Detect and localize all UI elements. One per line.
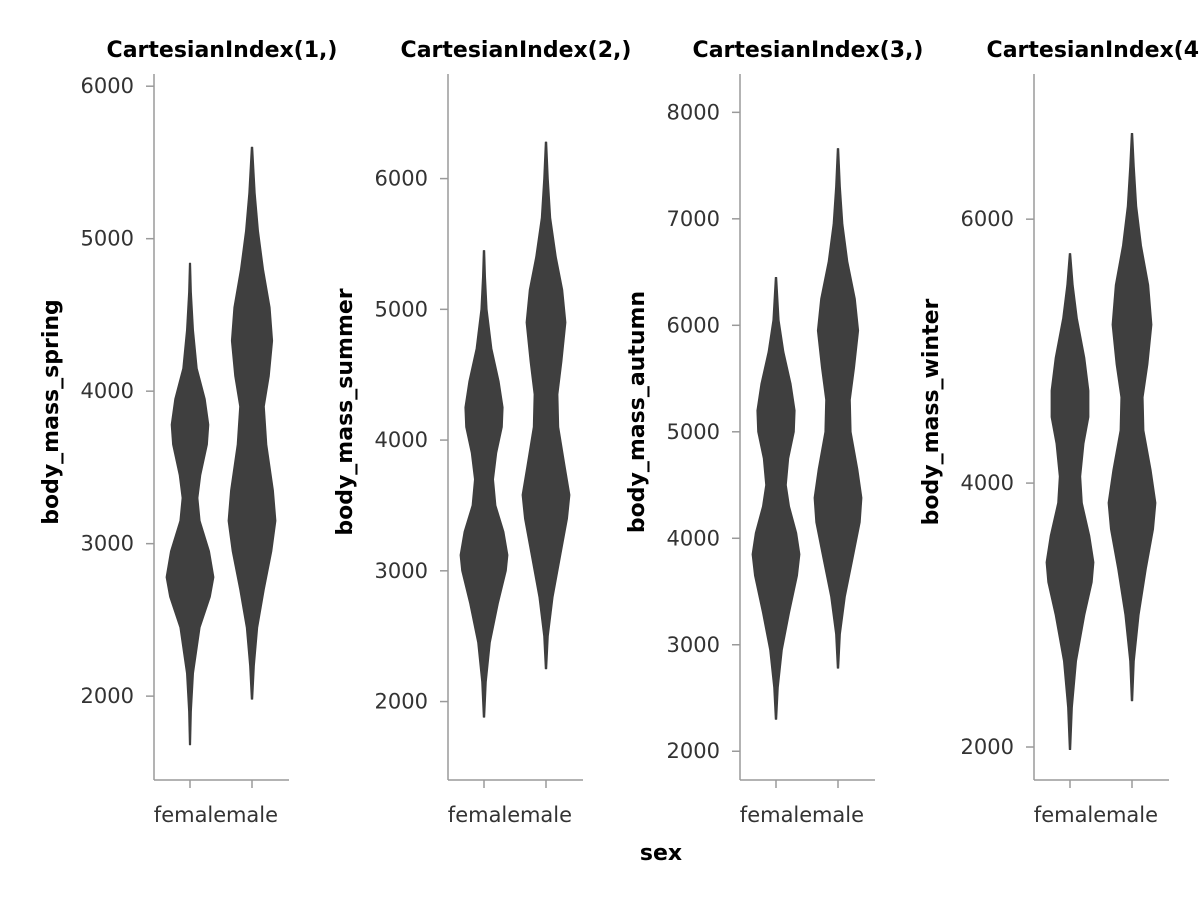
x-axis-label: sex: [640, 841, 682, 866]
y-tick-label: 7000: [667, 207, 720, 231]
y-axis-label: body_mass_spring: [39, 299, 64, 525]
y-tick-label: 6000: [961, 207, 1014, 231]
y-tick-label: 5000: [667, 420, 720, 444]
y-axis-label: body_mass_summer: [333, 288, 358, 535]
y-tick-label: 3000: [81, 532, 134, 556]
y-tick-label: 6000: [81, 74, 134, 98]
violin-female: [1045, 253, 1095, 750]
y-tick-label: 3000: [375, 559, 428, 583]
panel-3: CartesianIndex(3,) 2000 3000 4000 5000 6000 70…: [625, 38, 923, 827]
y-tick-label: 6000: [667, 313, 720, 337]
y-tick-label: 2000: [375, 690, 428, 714]
panels-group: CartesianIndex(1,) 2000 3000 4000 5000 6000 bo…: [39, 38, 1200, 827]
violin-male: [813, 148, 863, 669]
y-tick-label: 4000: [375, 428, 428, 452]
panel-title: CartesianIndex(4,): [987, 38, 1200, 63]
y-tick-label: 2000: [667, 739, 720, 763]
y-axis-label: body_mass_winter: [919, 298, 944, 525]
panel-title: CartesianIndex(1,): [107, 38, 338, 63]
y-tick-label: 5000: [81, 227, 134, 251]
y-tick-label: 2000: [961, 735, 1014, 759]
x-tick-label: female: [154, 803, 226, 827]
panel-1: CartesianIndex(1,) 2000 3000 4000 5000 6000 bo…: [39, 38, 337, 827]
x-tick-label: female: [740, 803, 812, 827]
violin-male: [227, 146, 277, 700]
x-tick-label: male: [226, 803, 278, 827]
panel-title: CartesianIndex(2,): [401, 38, 632, 63]
y-tick-label: 6000: [375, 167, 428, 191]
y-axis-label: body_mass_autumn: [625, 291, 650, 533]
y-tick-label: 4000: [961, 471, 1014, 495]
x-tick-label: female: [448, 803, 520, 827]
violin-female: [459, 250, 509, 718]
x-tick-label: male: [520, 803, 572, 827]
y-tick-label: 2000: [81, 684, 134, 708]
y-tick-label: 4000: [667, 526, 720, 550]
panel-4: CartesianIndex(4,) 2000 4000 6000 body_mass_…: [919, 38, 1200, 827]
y-tick-label: 4000: [81, 379, 134, 403]
violin-female: [165, 262, 215, 746]
x-tick-label: male: [1106, 803, 1158, 827]
y-tick-label: 3000: [667, 633, 720, 657]
violin-male: [521, 141, 571, 670]
violin-male: [1107, 133, 1157, 702]
y-tick-label: 5000: [375, 297, 428, 321]
x-tick-label: female: [1034, 803, 1106, 827]
y-tick-label: 8000: [667, 100, 720, 124]
x-tick-label: male: [812, 803, 864, 827]
violin-female: [751, 277, 801, 720]
panel-title: CartesianIndex(3,): [693, 38, 924, 63]
panel-2: CartesianIndex(2,) 2000 3000 4000 5000 6000 bo…: [333, 38, 631, 827]
